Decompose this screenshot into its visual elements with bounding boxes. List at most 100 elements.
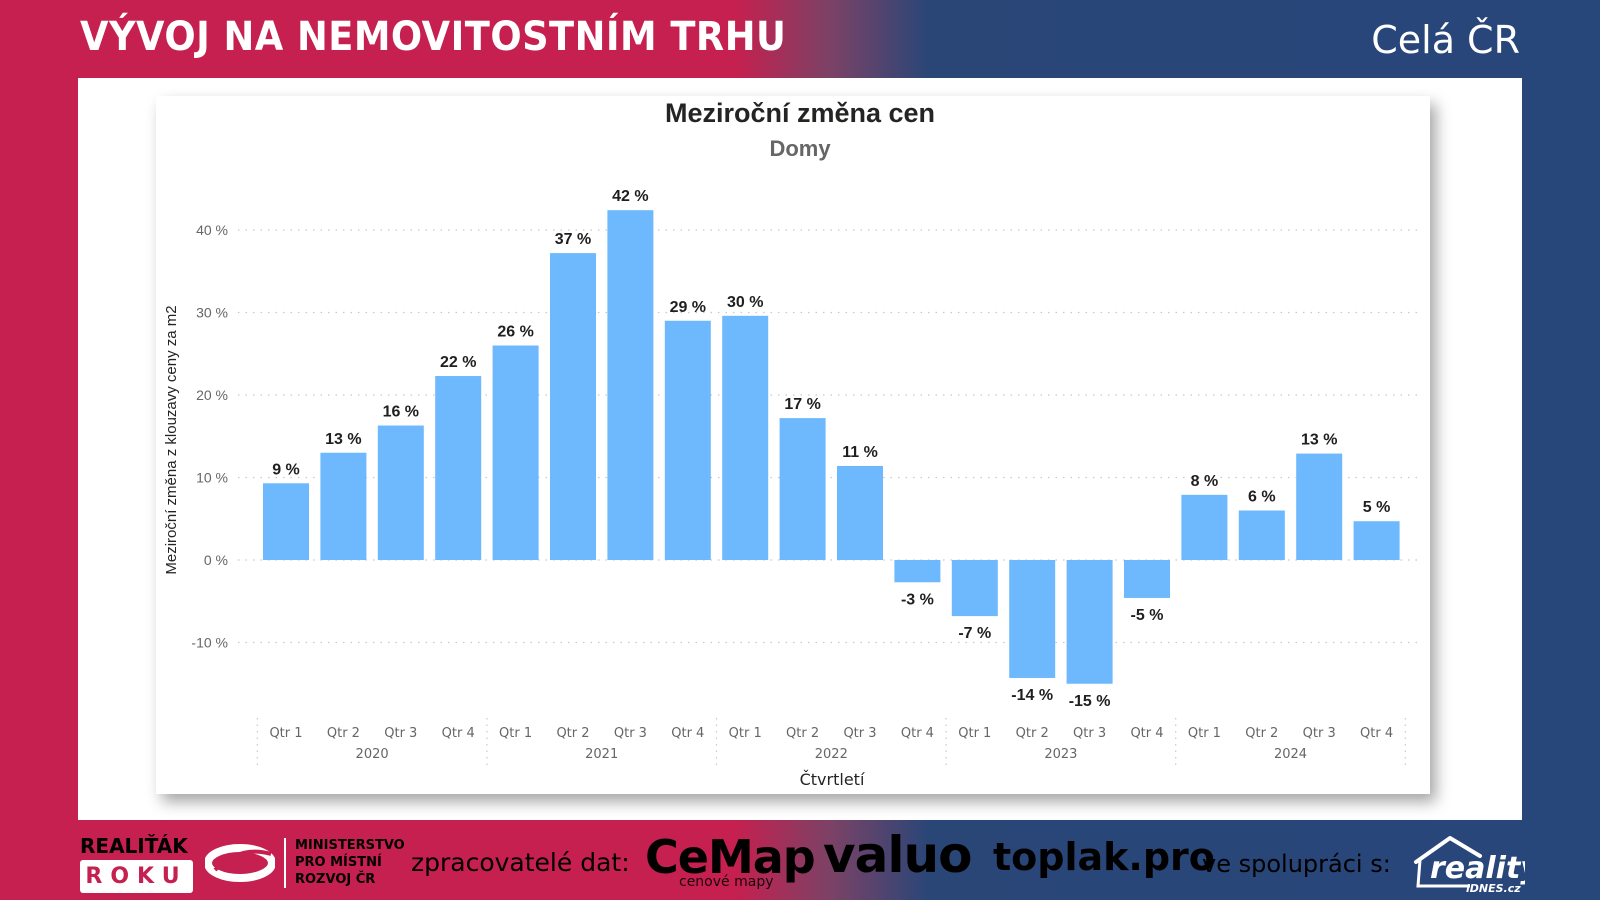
bar [377,425,424,560]
y-tick-label: 30 % [196,305,228,321]
bar [1066,560,1113,684]
ministry-line-1: MINISTERSTVO [295,838,405,853]
data-labels: 9 % 13 % 16 % 22 % 26 % 37 % 42 % 29 % 30 % 17 % 1… [272,188,1390,710]
x-tick-label: Qtr 1 [1188,726,1221,741]
data-label: 8 % [1191,473,1219,490]
reality-logo-text: reality [1430,851,1525,886]
valuo-logo: valuo [823,826,972,884]
data-label: 26 % [497,324,533,341]
footer-divider [284,838,286,888]
bars [263,210,1400,684]
reality-logo-subtext: iDNES.cz [1466,882,1521,894]
data-label: 11 % [842,444,878,461]
x-axis: Qtr 1 Qtr 2 Qtr 3 Qtr 4 Qtr 1 Qtr 2 Qtr 3 Qtr 4… [256,718,1406,765]
x-tick-label: Qtr 2 [1245,726,1278,741]
data-label: 42 % [612,188,648,205]
bar [492,345,539,560]
toplak-logo: toplak.pro [993,835,1215,879]
data-label: 30 % [727,294,763,311]
cemap-subtitle: cenové mapy [679,874,774,890]
x-tick-label: Qtr 4 [671,726,704,741]
data-label: 13 % [325,431,361,448]
x-year-label: 2024 [1274,747,1307,762]
data-label: 29 % [670,299,706,316]
x-tick-label: Qtr 3 [384,726,417,741]
x-tick-label: Qtr 4 [901,726,934,741]
x-tick-label: Qtr 1 [958,726,991,741]
bar [435,376,482,560]
x-tick-label: Qtr 3 [1073,726,1106,741]
x-tick-label: Qtr 1 [729,726,762,741]
x-tick-label: Qtr 2 [1016,726,1049,741]
x-axis-label: Čtvrtletí [800,770,865,789]
data-label: -15 % [1069,693,1111,710]
data-label: -14 % [1011,687,1053,704]
data-label: -7 % [958,625,991,642]
data-label: 17 % [784,396,820,413]
y-axis-ticks: -10 % 0 % 10 % 20 % 30 % 40 % [191,222,228,651]
bar [1181,494,1228,560]
x-tick-label: Qtr 4 [1130,726,1163,741]
x-tick-label: Qtr 1 [269,726,302,741]
data-label: 6 % [1248,489,1276,506]
bar [779,418,826,560]
y-tick-label: 20 % [196,387,228,403]
y-tick-label: 40 % [196,222,228,238]
bar [1124,560,1170,598]
bar [607,210,654,560]
bar [263,483,309,560]
cooperation-label: ve spolupráci s: [1202,850,1391,878]
x-year-label: 2023 [1044,747,1077,762]
data-label: 37 % [555,231,591,248]
ministry-line-3: ROZVOJ ČR [295,872,376,887]
bar [664,320,711,560]
processors-label: zpracovatelé dat: [411,848,630,877]
x-tick-label: Qtr 2 [786,726,819,741]
bar [1296,453,1343,560]
region-label: Celá ČR [1371,18,1520,62]
x-tick-label: Qtr 3 [843,726,876,741]
y-axis-label: Meziroční změna z klouzavy ceny za m2 [163,305,180,574]
page-title: VÝVOJ NA NEMOVITOSTNÍM TRHU [80,14,787,60]
bar [722,315,769,560]
bar [951,560,998,617]
data-label: -3 % [901,591,934,608]
x-tick-label: Qtr 2 [556,726,589,741]
bar [1009,560,1056,678]
award-logo-text: REALIŤÁK [80,834,188,858]
x-tick-label: Qtr 3 [1303,726,1336,741]
reality-idnes-logo: reality iDNES.cz [1414,836,1525,894]
x-tick-label: Qtr 1 [499,726,532,741]
x-year-label: 2022 [815,747,848,762]
chart-subtitle: Domy [769,136,831,161]
y-tick-label: 10 % [196,470,228,486]
house-roof-icon [1414,836,1482,864]
award-logo-badge: ROKU [80,860,193,893]
bar [550,253,596,560]
x-tick-label: Qtr 4 [1360,726,1393,741]
x-year-label: 2021 [585,747,618,762]
data-label: 9 % [272,461,300,478]
y-tick-label: -10 % [191,635,228,651]
data-label: 16 % [383,404,419,421]
x-year-label: 2020 [356,747,389,762]
y-tick-label: 0 % [204,552,228,568]
bar [837,465,883,560]
bar [1353,521,1400,560]
data-label: 22 % [440,354,476,371]
x-tick-label: Qtr 2 [327,726,360,741]
bar [320,452,367,560]
ministry-line-2: PRO MÍSTNÍ [295,855,382,870]
ministry-emblem-icon [205,844,275,882]
x-tick-label: Qtr 3 [614,726,647,741]
cemap-logo: CeMap [645,830,816,884]
chart-title: Meziroční změna cen [664,98,936,128]
data-label: -5 % [1131,607,1164,624]
ministry-logo-text: MINISTERSTVO PRO MÍSTNÍ ROZVOJ ČR [295,837,405,888]
bar [1238,510,1285,560]
data-label: 5 % [1363,499,1391,516]
bar [894,560,941,583]
x-tick-label: Qtr 4 [442,726,475,741]
data-label: 13 % [1301,432,1337,449]
